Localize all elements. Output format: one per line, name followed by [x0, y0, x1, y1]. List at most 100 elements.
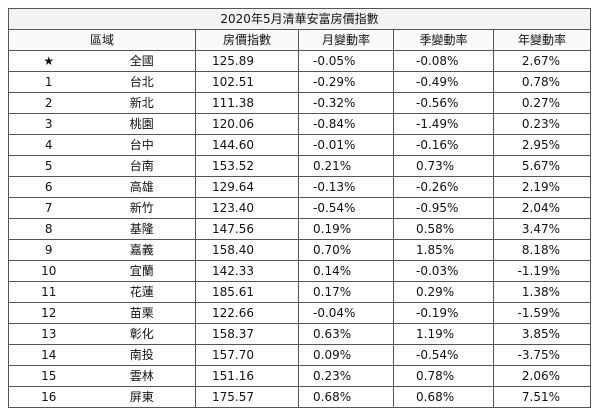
- quarterly-change-cell: -0.54%: [393, 344, 494, 366]
- data-row: 1 台北 102.51 -0.29% -0.49% 0.78%: [8, 71, 591, 93]
- index-table: 2020年5月清華安富房價指數 區域 房價指數 月變動率 季變動率 年變動率 ★ 全國 12…: [8, 8, 591, 408]
- region-cell: 高雄: [88, 176, 196, 198]
- region-cell: 彰化: [88, 323, 196, 345]
- region-cell: 嘉義: [88, 239, 196, 261]
- quarterly-change-cell: -0.16%: [393, 134, 494, 156]
- quarterly-change-cell: 0.78%: [393, 365, 494, 387]
- quarterly-change-cell: 0.68%: [393, 386, 494, 408]
- region-cell: 屏東: [88, 386, 196, 408]
- price-index-cell: 144.60: [195, 134, 299, 156]
- price-index-cell: 151.16: [195, 365, 299, 387]
- rank-cell: 5: [8, 155, 89, 177]
- yearly-change-cell: 0.78%: [493, 71, 591, 93]
- price-index-cell: 102.51: [195, 71, 299, 93]
- monthly-change-cell: 0.70%: [298, 239, 394, 261]
- rank-cell: ★: [8, 50, 89, 72]
- monthly-change-cell: -0.05%: [298, 50, 394, 72]
- price-index-cell: 157.70: [195, 344, 299, 366]
- quarterly-change-cell: -0.95%: [393, 197, 494, 219]
- yearly-change-cell: -3.75%: [493, 344, 591, 366]
- rank-cell: 1: [8, 71, 89, 93]
- data-row: 5 台南 153.52 0.21% 0.73% 5.67%: [8, 155, 591, 177]
- data-row: 3 桃園 120.06 -0.84% -1.49% 0.23%: [8, 113, 591, 135]
- yearly-change-cell: 8.18%: [493, 239, 591, 261]
- data-row: 16 屏東 175.57 0.68% 0.68% 7.51%: [8, 386, 591, 408]
- region-cell: 花蓮: [88, 281, 196, 303]
- quarterly-change-cell: 0.29%: [393, 281, 494, 303]
- rank-cell: 11: [8, 281, 89, 303]
- price-index-cell: 111.38: [195, 92, 299, 114]
- yearly-change-cell: 2.67%: [493, 50, 591, 72]
- monthly-change-cell: -0.01%: [298, 134, 394, 156]
- price-index-cell: 120.06: [195, 113, 299, 135]
- rank-cell: 3: [8, 113, 89, 135]
- region-cell: 新北: [88, 92, 196, 114]
- price-index-cell: 175.57: [195, 386, 299, 408]
- rank-cell: 16: [8, 386, 89, 408]
- quarterly-change-cell: -0.08%: [393, 50, 494, 72]
- data-row: ★ 全國 125.89 -0.05% -0.08% 2.67%: [8, 50, 591, 72]
- region-cell: 新竹: [88, 197, 196, 219]
- price-index-cell: 125.89: [195, 50, 299, 72]
- data-row: 9 嘉義 158.40 0.70% 1.85% 8.18%: [8, 239, 591, 261]
- rank-cell: 2: [8, 92, 89, 114]
- header-cell: 年變動率: [493, 29, 591, 51]
- region-cell: 台南: [88, 155, 196, 177]
- data-row: 11 花蓮 185.61 0.17% 0.29% 1.38%: [8, 281, 591, 303]
- yearly-change-cell: 2.95%: [493, 134, 591, 156]
- monthly-change-cell: -0.13%: [298, 176, 394, 198]
- header-cell: 房價指數: [195, 29, 299, 51]
- quarterly-change-cell: -1.49%: [393, 113, 494, 135]
- yearly-change-cell: 3.85%: [493, 323, 591, 345]
- quarterly-change-cell: -0.19%: [393, 302, 494, 324]
- rank-cell: 10: [8, 260, 89, 282]
- yearly-change-cell: 7.51%: [493, 386, 591, 408]
- data-row: 12 苗栗 122.66 -0.04% -0.19% -1.59%: [8, 302, 591, 324]
- quarterly-change-cell: -0.49%: [393, 71, 494, 93]
- region-cell: 台北: [88, 71, 196, 93]
- yearly-change-cell: 5.67%: [493, 155, 591, 177]
- quarterly-change-cell: -0.03%: [393, 260, 494, 282]
- price-index-cell: 158.40: [195, 239, 299, 261]
- monthly-change-cell: -0.29%: [298, 71, 394, 93]
- yearly-change-cell: -1.19%: [493, 260, 591, 282]
- region-cell: 全國: [88, 50, 196, 72]
- header-cell: 區域: [8, 29, 196, 51]
- monthly-change-cell: 0.63%: [298, 323, 394, 345]
- region-cell: 桃園: [88, 113, 196, 135]
- monthly-change-cell: -0.32%: [298, 92, 394, 114]
- data-row: 7 新竹 123.40 -0.54% -0.95% 2.04%: [8, 197, 591, 219]
- region-cell: 雲林: [88, 365, 196, 387]
- price-index-cell: 147.56: [195, 218, 299, 240]
- data-row: 14 南投 157.70 0.09% -0.54% -3.75%: [8, 344, 591, 366]
- data-row: 4 台中 144.60 -0.01% -0.16% 2.95%: [8, 134, 591, 156]
- monthly-change-cell: 0.19%: [298, 218, 394, 240]
- rank-cell: 7: [8, 197, 89, 219]
- header-row: 區域 房價指數 月變動率 季變動率 年變動率: [8, 29, 591, 51]
- yearly-change-cell: 2.04%: [493, 197, 591, 219]
- region-cell: 南投: [88, 344, 196, 366]
- monthly-change-cell: 0.21%: [298, 155, 394, 177]
- monthly-change-cell: 0.23%: [298, 365, 394, 387]
- data-row: 15 雲林 151.16 0.23% 0.78% 2.06%: [8, 365, 591, 387]
- rank-cell: 8: [8, 218, 89, 240]
- price-index-cell: 158.37: [195, 323, 299, 345]
- region-cell: 基隆: [88, 218, 196, 240]
- rank-cell: 13: [8, 323, 89, 345]
- yearly-change-cell: 0.27%: [493, 92, 591, 114]
- quarterly-change-cell: 1.19%: [393, 323, 494, 345]
- price-index-cell: 122.66: [195, 302, 299, 324]
- price-index-cell: 123.40: [195, 197, 299, 219]
- monthly-change-cell: 0.09%: [298, 344, 394, 366]
- rank-cell: 15: [8, 365, 89, 387]
- region-cell: 台中: [88, 134, 196, 156]
- yearly-change-cell: -1.59%: [493, 302, 591, 324]
- region-cell: 苗栗: [88, 302, 196, 324]
- data-row: 6 高雄 129.64 -0.13% -0.26% 2.19%: [8, 176, 591, 198]
- header-cell: 季變動率: [393, 29, 494, 51]
- table-title: 2020年5月清華安富房價指數: [8, 8, 591, 30]
- price-index-cell: 142.33: [195, 260, 299, 282]
- region-cell: 宜蘭: [88, 260, 196, 282]
- quarterly-change-cell: 1.85%: [393, 239, 494, 261]
- yearly-change-cell: 3.47%: [493, 218, 591, 240]
